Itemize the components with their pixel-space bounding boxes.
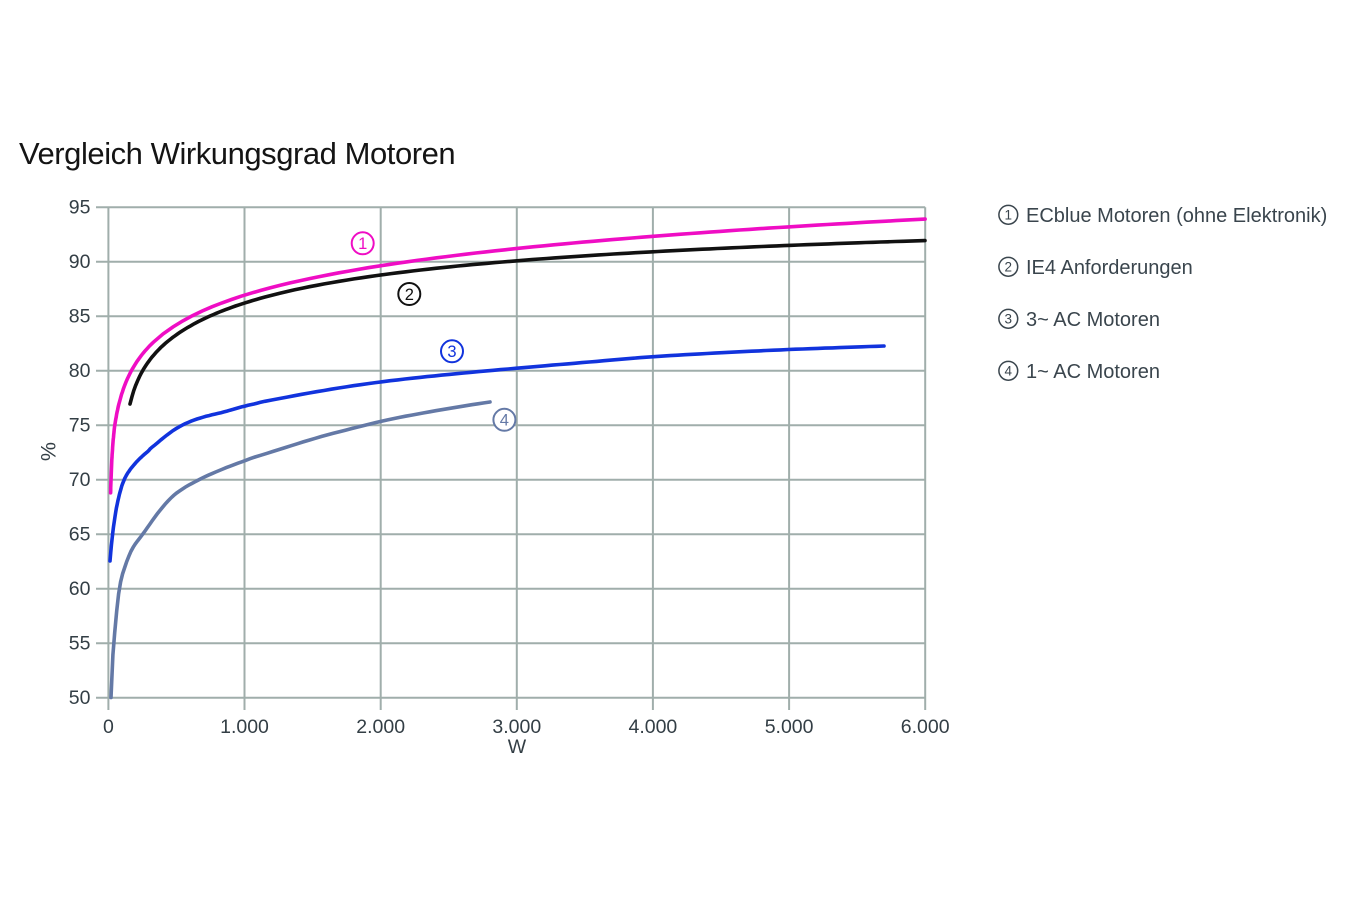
svg-text:80: 80 [69, 360, 91, 382]
svg-text:4: 4 [1005, 364, 1013, 379]
svg-text:3~ AC Motoren: 3~ AC Motoren [1026, 309, 1160, 331]
svg-text:2.000: 2.000 [356, 716, 405, 738]
svg-text:2: 2 [1005, 260, 1013, 275]
svg-text:60: 60 [69, 578, 91, 600]
svg-text:6.000: 6.000 [901, 716, 950, 738]
svg-text:50: 50 [69, 687, 91, 709]
svg-text:90: 90 [69, 251, 91, 273]
svg-text:3.000: 3.000 [492, 716, 541, 738]
svg-text:W: W [508, 736, 527, 758]
svg-text:1: 1 [1005, 208, 1013, 223]
svg-text:1~ AC Motoren: 1~ AC Motoren [1026, 361, 1160, 383]
svg-text:3: 3 [1005, 312, 1013, 327]
svg-text:%: % [36, 442, 60, 461]
svg-text:5.000: 5.000 [765, 716, 814, 738]
svg-text:70: 70 [69, 469, 91, 491]
svg-text:75: 75 [69, 415, 91, 437]
svg-text:IE4 Anforderungen: IE4 Anforderungen [1026, 257, 1193, 279]
svg-text:2: 2 [405, 286, 414, 304]
svg-text:3: 3 [447, 343, 456, 361]
svg-text:95: 95 [69, 197, 91, 219]
svg-text:ECblue Motoren (ohne Elektroni: ECblue Motoren (ohne Elektronik) [1026, 205, 1327, 227]
svg-text:55: 55 [69, 633, 91, 655]
svg-text:85: 85 [69, 306, 91, 328]
svg-text:Vergleich Wirkungsgrad Motoren: Vergleich Wirkungsgrad Motoren [19, 136, 455, 171]
svg-text:65: 65 [69, 524, 91, 546]
svg-text:1: 1 [358, 235, 367, 253]
svg-text:4.000: 4.000 [628, 716, 677, 738]
svg-text:4: 4 [500, 412, 509, 430]
svg-text:0: 0 [103, 716, 114, 738]
svg-text:1.000: 1.000 [220, 716, 269, 738]
